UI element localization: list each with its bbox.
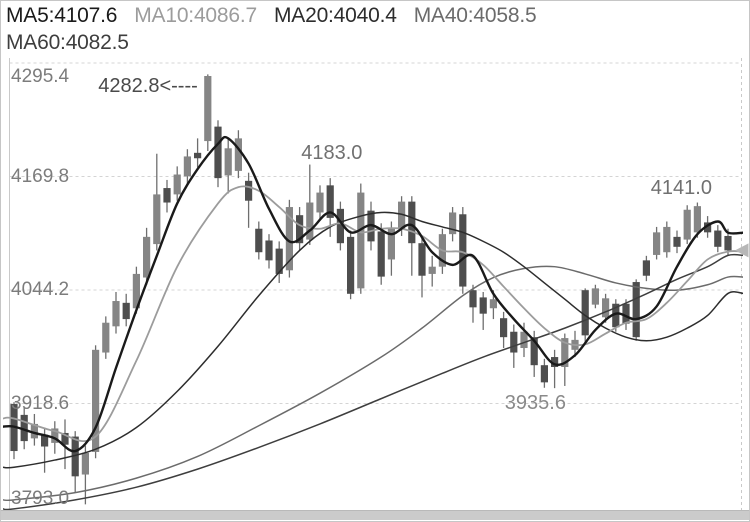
candle-up <box>30 423 38 439</box>
candle-up <box>81 452 89 475</box>
candle-down <box>347 236 355 294</box>
candle-up <box>285 207 293 271</box>
candle-down <box>622 303 630 324</box>
candle-up <box>306 202 314 240</box>
candle-up <box>102 322 110 353</box>
candle-up <box>428 266 436 274</box>
candle-down <box>469 290 477 308</box>
candle-down <box>479 297 487 314</box>
annotation-low-3935: 3935.6 <box>504 392 566 414</box>
y-axis-label-3918: 3918.6 <box>11 392 70 414</box>
candle-down <box>61 432 69 445</box>
ma60-line <box>3 253 743 511</box>
candle-up <box>234 138 242 171</box>
candle-down <box>41 434 49 447</box>
candle-up <box>683 209 691 240</box>
candle-down <box>275 248 283 274</box>
candle-down <box>194 152 202 159</box>
candle-up <box>591 288 599 305</box>
candle-down <box>326 185 334 218</box>
candle-down <box>530 337 538 366</box>
ma10-line <box>3 185 743 443</box>
y-axis-label-4169: 4169.8 <box>11 165 70 187</box>
candle-down <box>612 303 620 328</box>
candle-up <box>663 226 671 253</box>
annotation-swing-4141: 4141.0 <box>650 177 712 199</box>
candle-down <box>265 240 273 261</box>
candle-down <box>551 357 559 367</box>
ma-legend-row-2: MA60:4082.5 <box>6 29 747 56</box>
candle-up <box>51 428 59 443</box>
ma-lines-layer <box>3 135 743 511</box>
candle-up <box>653 232 661 255</box>
annotation-high-4282: 4282.8<---- <box>98 75 198 97</box>
candle-down <box>163 188 171 203</box>
candle-up <box>602 298 610 318</box>
candle-up <box>387 228 395 260</box>
candle-down <box>704 222 712 233</box>
ma40-line <box>3 265 743 502</box>
candle-up <box>92 349 100 452</box>
y-axis-label-3793: 3793.0 <box>11 488 70 509</box>
candle-up <box>489 299 497 309</box>
candle-down <box>418 243 426 276</box>
candle-down <box>632 282 640 338</box>
ma40-legend: MA40:4058.5 <box>413 4 537 27</box>
ma10-legend: MA10:4086.7 <box>134 4 257 27</box>
candle-down <box>377 231 385 277</box>
candle-up <box>173 174 181 195</box>
y-axis-label-4295: 4295.4 <box>11 66 70 87</box>
ma-legend-row-1: MA5:4107.6 MA10:4086.7 MA20:4040.4 MA40:405… <box>6 2 747 29</box>
candle-up <box>561 338 569 367</box>
candle-down <box>540 365 548 383</box>
candle-up <box>132 273 140 309</box>
candle-down <box>714 230 722 247</box>
ma20-legend: MA20:4040.4 <box>273 4 397 27</box>
candle-up <box>224 148 232 176</box>
candle-up <box>357 192 365 289</box>
candle-up <box>449 212 457 235</box>
candle-up <box>520 331 528 349</box>
candle-down <box>245 180 253 201</box>
last-price-marker <box>735 243 749 258</box>
gridlines <box>9 62 742 518</box>
candle-up <box>204 76 212 142</box>
candle-down <box>296 215 304 244</box>
candle-down <box>642 260 650 276</box>
candle-down <box>71 436 79 477</box>
candle-down <box>336 208 344 244</box>
candle-up <box>183 156 191 177</box>
candle-down <box>673 236 681 247</box>
y-axis-label-4044: 4044.2 <box>11 279 70 300</box>
annotation-swing-4183: 4183.0 <box>301 142 363 164</box>
ma60-legend: MA60:4082.5 <box>6 31 129 54</box>
candle-down <box>122 302 130 320</box>
candle-up <box>112 301 120 327</box>
candle-down <box>500 318 508 338</box>
candle-up <box>398 201 406 229</box>
candle-up <box>693 206 701 233</box>
bottom-panel-divider[interactable] <box>1 510 749 520</box>
ma20-line <box>3 211 743 469</box>
ma5-legend: MA5:4107.6 <box>6 4 118 27</box>
candles-layer <box>10 74 732 505</box>
candle-down <box>459 214 467 287</box>
candle-down <box>214 126 222 179</box>
ma5-line <box>3 135 743 453</box>
candle-down <box>255 228 263 253</box>
ma-legend: MA5:4107.6 MA10:4086.7 MA20:4040.4 MA40:405… <box>6 2 747 56</box>
candle-down <box>20 414 28 442</box>
candle-up <box>143 236 151 278</box>
candle-down <box>408 201 416 244</box>
candle-down <box>581 290 589 336</box>
candle-down <box>510 331 518 353</box>
candle-up <box>316 192 324 213</box>
candle-down <box>724 235 732 251</box>
candle-up <box>153 194 161 245</box>
